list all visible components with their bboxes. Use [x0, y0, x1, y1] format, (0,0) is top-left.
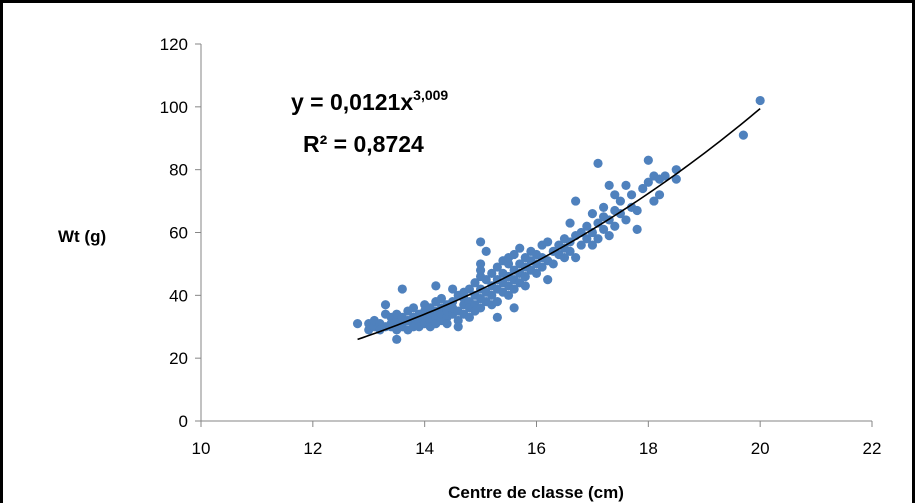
data-point: [475, 259, 486, 269]
x-tick-label: 10: [192, 439, 211, 458]
y-tick-label: 100: [160, 98, 188, 117]
data-point: [671, 174, 681, 184]
data-point: [587, 240, 598, 250]
y-tick-label: 20: [169, 349, 188, 368]
data-point: [654, 190, 665, 200]
data-point: [475, 303, 486, 313]
data-point: [649, 196, 659, 206]
data-point: [671, 165, 681, 175]
data-point: [599, 202, 609, 212]
data-point: [660, 171, 670, 181]
data-point: [453, 322, 463, 332]
data-point: [431, 281, 441, 291]
data-point: [565, 218, 575, 228]
data-point: [397, 284, 407, 294]
data-points: [352, 95, 765, 344]
data-point: [593, 234, 603, 244]
data-point: [626, 190, 637, 200]
r-squared-label: R² = 0,8724: [303, 131, 424, 157]
data-point: [492, 297, 502, 307]
data-point: [621, 180, 631, 190]
data-point: [436, 293, 447, 304]
trendline-equation: y = 0,0121x3,009: [291, 87, 448, 115]
y-axis-title: Wt (g): [58, 227, 106, 246]
data-point: [543, 275, 553, 285]
y-tick-label: 80: [169, 161, 188, 180]
x-tick-label: 20: [751, 439, 770, 458]
data-point: [587, 209, 598, 219]
data-point: [632, 205, 642, 216]
data-point: [380, 300, 391, 310]
data-point: [492, 312, 502, 322]
data-point: [576, 240, 586, 250]
x-ticks: 10 12 14 16 18 20 22: [192, 421, 882, 458]
data-point: [520, 271, 530, 282]
y-tick-label: 60: [169, 224, 188, 243]
x-axis-title: Centre de classe (cm): [448, 483, 624, 502]
data-point: [503, 290, 514, 300]
data-point: [481, 246, 491, 256]
data-point: [352, 319, 363, 329]
data-point: [509, 249, 519, 260]
data-point: [604, 180, 614, 190]
axes: 0 20 40 60 80 100 120 10 12 14 16 18 20 22: [160, 35, 882, 458]
data-point: [475, 237, 486, 247]
data-point: [593, 158, 603, 168]
y-tick-label: 0: [179, 412, 188, 431]
data-point: [610, 190, 620, 200]
data-point: [537, 262, 547, 272]
data-point: [509, 284, 519, 294]
x-tick-label: 12: [303, 439, 322, 458]
data-point: [448, 284, 458, 294]
data-point: [632, 224, 642, 234]
data-point: [738, 130, 748, 140]
y-tick-label: 40: [169, 286, 188, 305]
data-point: [559, 253, 570, 263]
power-trendline: [357, 107, 761, 341]
data-point: [487, 268, 497, 278]
y-tick-label: 120: [160, 35, 188, 54]
data-point: [755, 95, 765, 106]
data-point: [565, 246, 575, 256]
data-point: [599, 224, 609, 234]
x-tick-label: 16: [527, 439, 546, 458]
data-point: [481, 275, 491, 285]
data-point: [604, 231, 614, 241]
x-tick-label: 18: [639, 439, 658, 458]
data-point: [543, 237, 553, 247]
data-point: [615, 196, 625, 206]
x-tick-label: 14: [415, 439, 434, 458]
data-point: [470, 278, 480, 288]
data-point: [509, 303, 519, 313]
data-point: [571, 253, 581, 263]
data-point: [487, 290, 497, 300]
data-point: [442, 319, 452, 329]
x-tick-label: 22: [863, 439, 882, 458]
data-point: [621, 215, 631, 225]
data-point: [610, 221, 620, 231]
data-point: [531, 268, 542, 278]
data-point: [582, 234, 592, 244]
data-point: [548, 259, 558, 269]
data-point: [464, 284, 474, 294]
data-point: [408, 303, 419, 313]
data-point: [638, 183, 648, 194]
data-point: [571, 196, 581, 206]
y-ticks: 0 20 40 60 80 100 120: [160, 35, 201, 431]
data-point: [643, 155, 653, 165]
data-point: [582, 221, 592, 231]
data-point: [515, 243, 525, 253]
data-point: [492, 262, 502, 272]
data-point: [520, 281, 530, 291]
data-point: [464, 312, 474, 322]
data-point: [643, 177, 653, 187]
data-point: [392, 334, 402, 344]
